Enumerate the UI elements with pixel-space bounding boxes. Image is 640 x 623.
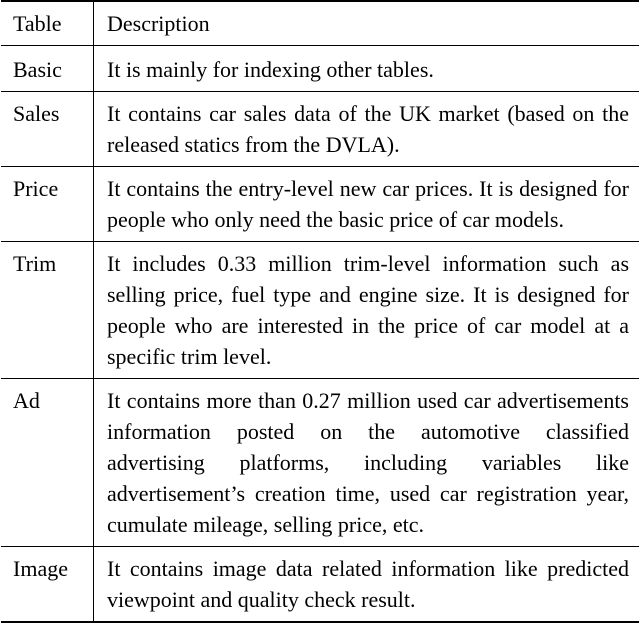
- row-description: It contains car sales data of the UK mar…: [107, 101, 629, 157]
- table-row: Trim It includes 0.33 million trim-level…: [1, 241, 639, 379]
- table-row: Price It contains the entry-level new ca…: [1, 166, 639, 242]
- row-description: It is mainly for indexing other tables.: [107, 57, 434, 82]
- row-name: Basic: [1, 45, 94, 92]
- row-name: Image: [1, 546, 94, 622]
- header-description: Description: [107, 11, 210, 36]
- header-row: Table Description: [1, 1, 639, 46]
- row-description: It contains the entry-level new car pric…: [107, 176, 629, 232]
- row-description: It contains image data related informati…: [107, 556, 629, 612]
- table-row: Image It contains image data related inf…: [1, 546, 639, 622]
- table-row: Ad It contains more than 0.27 million us…: [1, 378, 639, 547]
- row-name: Price: [1, 166, 94, 242]
- table-row: Basic It is mainly for indexing other ta…: [1, 45, 639, 92]
- row-name: Sales: [1, 91, 94, 167]
- row-name: Ad: [1, 378, 94, 547]
- header-table: Table: [1, 1, 94, 46]
- table-header: Table Description: [1, 1, 639, 46]
- row-name: Trim: [1, 241, 94, 379]
- row-description: It contains more than 0.27 million used …: [107, 388, 629, 537]
- table-row: Sales It contains car sales data of the …: [1, 91, 639, 167]
- table-body: Basic It is mainly for indexing other ta…: [1, 45, 639, 622]
- row-description: It includes 0.33 million trim-level info…: [107, 251, 629, 369]
